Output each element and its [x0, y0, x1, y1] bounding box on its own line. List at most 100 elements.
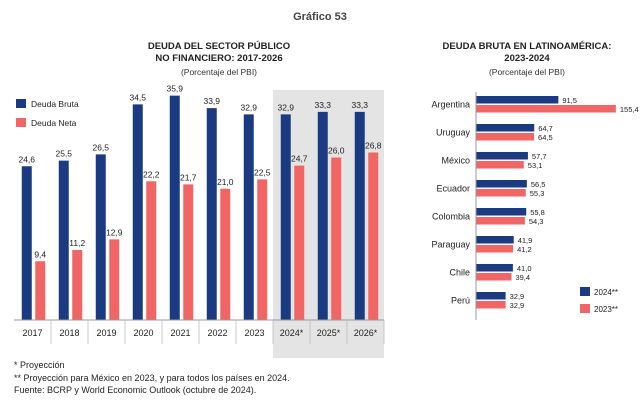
- gross-debt-label-2023: 32,9: [240, 102, 257, 112]
- net-debt-label-2017: 9,4: [34, 249, 46, 259]
- gross-debt-label-2025*: 33,3: [314, 100, 331, 110]
- country-label-Paraguay: Paraguay: [431, 240, 470, 250]
- net-debt-label-2025*: 26,0: [328, 146, 345, 156]
- bars: 24,6 9,4 25,5 11,2 26,5 12,9 34,5 22,2 35,9 21,7 3…: [18, 84, 382, 320]
- net-debt-bar-2026*: [368, 152, 379, 320]
- net-debt-bar-2024*: [294, 165, 305, 320]
- legend: Deuda Bruta Deuda Neta: [16, 99, 79, 128]
- debt-2024-bar-México: [476, 152, 528, 160]
- gross-debt-label-2020: 34,5: [129, 92, 146, 102]
- debt-2023-label-Chile: 39,4: [515, 273, 530, 282]
- gross-debt-bar-2023: [243, 114, 254, 320]
- debt-2023-label-México: 53,1: [528, 161, 543, 170]
- gross-debt-label-2019: 26,5: [92, 142, 109, 152]
- gross-debt-label-2021: 35,9: [166, 84, 183, 94]
- gross-debt-bar-2026*: [354, 111, 365, 320]
- net-debt-label-2023: 22,5: [254, 167, 271, 177]
- chart-subtitle: (Porcentaje del PBI): [489, 67, 565, 77]
- net-debt-bar-2018: [72, 250, 83, 320]
- x-tick-labels: 2017 2018 2019 2020 2021 2022 2023 2024* 2025* 20…: [22, 320, 385, 344]
- public-debt-chart: DEUDA DEL SECTOR PÚBLICO NO FINANCIERO: …: [14, 40, 385, 358]
- legend-label-1: 2023**: [594, 305, 618, 314]
- debt-2024-bar-Colombia: [476, 208, 527, 216]
- debt-2024-label-Colombia: 55,8: [530, 208, 545, 217]
- x-tick-label-2023: 2023: [244, 328, 264, 338]
- debt-2023-label-Perú: 32,9: [510, 301, 525, 310]
- net-debt-label-2022: 21,0: [217, 177, 234, 187]
- gross-debt-bar-2021: [169, 95, 180, 320]
- debt-2023-bar-Ecuador: [476, 189, 526, 197]
- debt-2024-label-Chile: 41,0: [517, 264, 532, 273]
- x-tick-label-2021: 2021: [170, 328, 190, 338]
- country-label-México: México: [441, 156, 470, 166]
- gross-debt-bar-2017: [21, 166, 32, 320]
- net-debt-label-2024*: 24,7: [291, 154, 308, 164]
- debt-2024-label-México: 57,7: [532, 152, 547, 161]
- debt-2023-label-Argentina: 155,4: [620, 105, 639, 114]
- legend-label-0: 2024**: [594, 288, 618, 297]
- chart-subtitle: (Porcentaje del PBI): [181, 67, 257, 77]
- net-debt-bar-2020: [146, 181, 157, 320]
- net-debt-bar-2019: [109, 239, 120, 320]
- debt-2024-bar-Perú: [476, 292, 506, 300]
- debt-2023-label-Ecuador: 55,3: [530, 189, 545, 198]
- net-debt-label-2020: 22,2: [143, 169, 160, 179]
- gross-debt-bar-2019: [95, 154, 106, 320]
- footnotes: * Proyección ** Proyección para México e…: [14, 359, 290, 397]
- debt-2023-label-Paraguay: 41,2: [517, 245, 532, 254]
- x-tick-label-2026*: 2026*: [354, 328, 378, 338]
- net-debt-label-2018: 11,2: [69, 238, 85, 248]
- x-tick-label-2022: 2022: [207, 328, 227, 338]
- x-tick-label-2024*: 2024*: [280, 328, 304, 338]
- debt-2024-bar-Chile: [476, 264, 513, 272]
- debt-2023-bar-Perú: [476, 301, 506, 309]
- legend-label-1: Deuda Neta: [31, 118, 77, 128]
- debt-2024-label-Paraguay: 41,9: [518, 236, 533, 245]
- net-debt-bar-2021: [183, 184, 194, 320]
- debt-2024-label-Argentina: 91,5: [562, 96, 577, 105]
- x-tick-label-2019: 2019: [96, 328, 116, 338]
- projection-shading: [273, 90, 384, 358]
- legend-label-0: Deuda Bruta: [31, 99, 79, 109]
- gross-debt-label-2017: 24,6: [18, 154, 35, 164]
- debt-2023-bar-Argentina: [476, 105, 616, 113]
- gross-debt-bar-2020: [132, 104, 143, 320]
- debt-2023-bar-Chile: [476, 273, 512, 281]
- chart-title-line-2: NO FINANCIERO: 2017-2026: [155, 53, 282, 64]
- legend-swatch-1: [580, 304, 590, 313]
- footnote-projection-detail: ** Proyección para México en 2023, y par…: [14, 372, 290, 383]
- gross-debt-label-2024*: 32,9: [277, 102, 294, 112]
- x-tick-label-2018: 2018: [59, 328, 79, 338]
- debt-2024-bar-Argentina: [476, 96, 559, 104]
- debt-2023-bar-Uruguay: [476, 133, 535, 141]
- debt-2023-label-Colombia: 54,3: [529, 217, 544, 226]
- figure-title: Gráfico 53: [293, 11, 347, 23]
- net-debt-label-2019: 12,9: [106, 227, 123, 237]
- x-tick-label-2017: 2017: [22, 328, 42, 338]
- net-debt-label-2021: 21,7: [180, 172, 197, 182]
- debt-2024-bar-Paraguay: [476, 236, 514, 244]
- latam-debt-chart: DEUDA BRUTA EN LATINOAMÉRICA: 2023-2024 …: [431, 41, 639, 320]
- debt-2024-label-Uruguay: 64,7: [538, 124, 553, 133]
- debt-2024-label-Ecuador: 56,5: [531, 180, 546, 189]
- debt-2023-bar-México: [476, 161, 524, 169]
- country-label-Uruguay: Uruguay: [436, 128, 471, 138]
- footnote-projection: * Proyección: [14, 360, 65, 370]
- gross-debt-bar-2018: [58, 160, 69, 320]
- legend-swatch-0: [16, 99, 26, 108]
- chart-title: DEUDA DEL SECTOR PÚBLICO: [148, 40, 290, 52]
- gross-debt-label-2026*: 33,3: [351, 100, 368, 110]
- debt-2024-label-Perú: 32,9: [510, 292, 525, 301]
- country-label-Colombia: Colombia: [432, 212, 470, 222]
- debt-2023-bar-Colombia: [476, 217, 525, 225]
- gross-debt-bar-2024*: [280, 114, 291, 320]
- x-tick-label-2020: 2020: [133, 328, 153, 338]
- net-debt-bar-2022: [220, 188, 231, 320]
- debt-2023-label-Uruguay: 64,5: [538, 133, 553, 142]
- country-label-Perú: Perú: [451, 296, 470, 306]
- legend: 2024** 2023**: [580, 287, 618, 314]
- gross-debt-bar-2025*: [317, 111, 328, 320]
- country-label-Chile: Chile: [449, 268, 470, 278]
- bars: Argentina 91,5 155,4 Uruguay 64,764,5 México 5…: [431, 96, 639, 310]
